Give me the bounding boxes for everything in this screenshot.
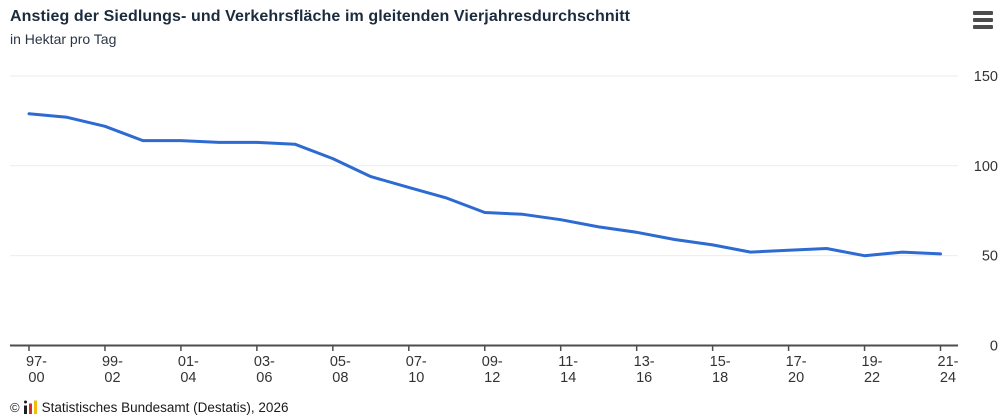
chart-subtitle: in Hektar pro Tag xyxy=(10,31,117,47)
x-tick-label: 15-18 xyxy=(710,354,731,386)
x-tick-label: 99-02 xyxy=(102,354,123,386)
destatis-logo-icon xyxy=(23,400,37,414)
x-tick-label: 11-14 xyxy=(558,354,578,386)
y-tick-label: 50 xyxy=(982,249,998,265)
x-tick-label: 09-12 xyxy=(482,354,503,386)
chart-title: Anstieg der Siedlungs- und Verkehrsfläch… xyxy=(10,8,631,25)
x-tick-label: 97-00 xyxy=(26,354,47,386)
copyright-symbol: © xyxy=(10,399,20,415)
y-tick-label: 100 xyxy=(974,159,998,175)
x-tick-label: 01-04 xyxy=(178,354,199,386)
copyright-footer: © Statistisches Bundesamt (Destatis), 20… xyxy=(10,398,288,416)
y-tick-label: 150 xyxy=(974,69,998,85)
data-line-series xyxy=(27,112,942,258)
y-tick-label: 0 xyxy=(990,339,998,355)
x-tick-label: 03-06 xyxy=(254,354,275,386)
hamburger-menu-icon[interactable] xyxy=(969,6,997,34)
x-tick-label: 05-08 xyxy=(330,354,351,386)
x-tick-label: 19-22 xyxy=(862,354,883,386)
x-tick-label: 07-10 xyxy=(406,354,427,386)
copyright-text: Statistisches Bundesamt (Destatis), 2026 xyxy=(41,399,289,415)
x-tick-label: 13-16 xyxy=(634,354,655,386)
x-tick-label: 21-24 xyxy=(938,354,959,386)
x-tick-label: 17-20 xyxy=(786,354,807,386)
